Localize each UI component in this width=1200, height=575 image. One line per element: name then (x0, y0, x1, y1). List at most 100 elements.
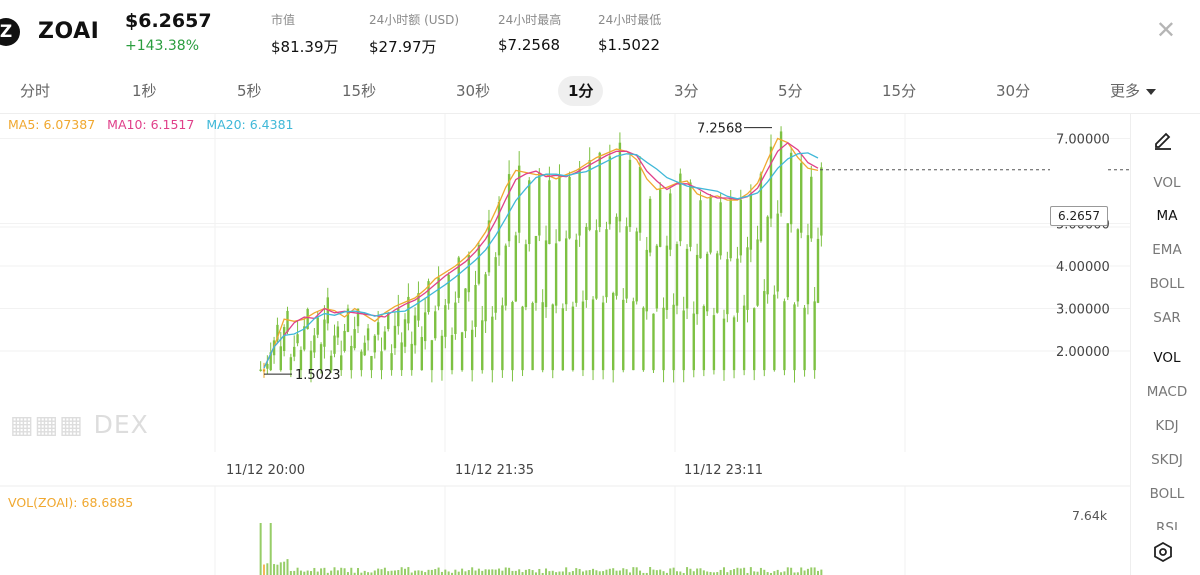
volume-bar (689, 568, 692, 575)
volume-bar (803, 570, 806, 575)
volume-bar (286, 559, 289, 575)
volume-bar (481, 570, 484, 575)
volume-bar (746, 572, 749, 575)
tab-1m[interactable]: 1分 (558, 76, 604, 106)
ma10-line (263, 141, 819, 369)
volume-bar (709, 571, 712, 575)
tab-5s[interactable]: 5秒 (237, 82, 262, 100)
candle-body (413, 315, 417, 346)
tab-1s[interactable]: 1秒 (132, 82, 157, 100)
volume-bar (296, 567, 299, 575)
candle-body (440, 335, 444, 371)
candle-body (611, 292, 615, 371)
volume-bar (780, 572, 783, 575)
tab-15s[interactable]: 15秒 (342, 82, 377, 100)
volume-bar (461, 568, 464, 575)
token-logo: Z (0, 18, 20, 46)
volume-bar (259, 523, 262, 575)
indicator-sar[interactable]: SAR (1153, 310, 1181, 326)
indicator-vol[interactable]: VOL (1153, 175, 1181, 191)
volume-bar (722, 567, 725, 575)
subindicator-macd[interactable]: MACD (1146, 384, 1188, 400)
volume-bar (702, 570, 705, 575)
okx-dex-watermark: ▦▦▦ DEX (10, 410, 149, 439)
tab-timeshare[interactable]: 分时 (20, 82, 51, 100)
volume-bar (310, 571, 313, 575)
ma20-value: MA20: 6.4381 (206, 117, 294, 132)
volume-bar (776, 569, 779, 575)
volume-bar (336, 570, 339, 575)
tab-30s[interactable]: 30秒 (456, 82, 491, 100)
candle-body (319, 344, 323, 371)
volume-bar (749, 567, 752, 575)
tab-3m[interactable]: 3分 (674, 82, 699, 100)
interval-tabs: 分时 1秒 5秒 15秒 30秒 1分 3分 5分 15分 30分 更多 (0, 76, 1200, 106)
candlestick-chart[interactable]: 7.000005.000004.000003.000002.0000011/12… (0, 114, 1130, 575)
subindicator-kdj[interactable]: KDJ (1155, 418, 1179, 434)
indicator-ema[interactable]: EMA (1152, 242, 1182, 258)
low-label: 1.5023 (295, 368, 341, 383)
volume-bar (524, 569, 527, 575)
close-icon[interactable]: ✕ (1155, 16, 1176, 44)
indicator-ma[interactable]: MA (1156, 208, 1178, 224)
candle-body (269, 352, 272, 371)
tab-30m[interactable]: 30分 (996, 82, 1031, 100)
draw-tool-icon[interactable] (1152, 128, 1174, 154)
volume-bar (370, 572, 373, 575)
candle-body (669, 193, 672, 250)
subindicator-boll[interactable]: BOLL (1149, 486, 1185, 502)
candle-body (816, 238, 820, 303)
subindicator-vol[interactable]: VOL (1153, 350, 1181, 366)
settings-icon[interactable] (1153, 541, 1173, 566)
tab-15m[interactable]: 15分 (882, 82, 917, 100)
candle-body (672, 304, 675, 371)
candle-body (551, 304, 554, 371)
candle-body (282, 327, 286, 351)
candle-body (585, 226, 588, 300)
subindicator-skdj[interactable]: SKDJ (1151, 452, 1183, 468)
volume-bar (387, 571, 390, 575)
candle-body (336, 326, 340, 338)
volume-bar (471, 567, 474, 575)
volume-bar (558, 571, 561, 575)
candle-body (638, 166, 642, 233)
candle-body (262, 369, 266, 372)
candle-body (417, 293, 420, 321)
candle-body (286, 310, 289, 332)
candle-body (679, 173, 682, 242)
volume-bar (672, 567, 675, 575)
volume-bar (504, 567, 507, 575)
token-symbol: ZOAI (38, 19, 100, 44)
subindicator-rsi[interactable]: RSI (1156, 520, 1178, 530)
volume-bar (326, 572, 329, 575)
candle-body (309, 350, 313, 371)
volume-bar (444, 569, 447, 575)
volume-bar (669, 568, 672, 575)
candle-body (712, 315, 716, 371)
candle-body (779, 131, 783, 213)
volume-bar (739, 568, 742, 575)
candle-body (806, 235, 810, 305)
candle-body (504, 245, 507, 306)
volume-bar (427, 569, 430, 575)
indicator-boll[interactable]: BOLL (1149, 276, 1185, 292)
candle-body (323, 319, 326, 347)
candle-body (299, 349, 303, 371)
volume-bar (541, 572, 544, 575)
volume-bar (440, 571, 443, 575)
candle-body (655, 245, 659, 309)
tab-more[interactable]: 更多 (1100, 76, 1166, 106)
volume-bar (534, 572, 537, 575)
volume-bar (511, 570, 514, 575)
candle-body (477, 244, 481, 284)
volume-bar (652, 569, 655, 575)
candle-body (682, 310, 685, 371)
volume-bar (565, 567, 568, 575)
tab-5m[interactable]: 5分 (778, 82, 803, 100)
volume-bar (649, 567, 652, 575)
x-tick-label: 11/12 21:35 (455, 463, 534, 478)
volume-bar (323, 567, 326, 575)
volume-bar (501, 570, 504, 575)
candle-body (437, 277, 440, 307)
candle-body (373, 335, 376, 353)
